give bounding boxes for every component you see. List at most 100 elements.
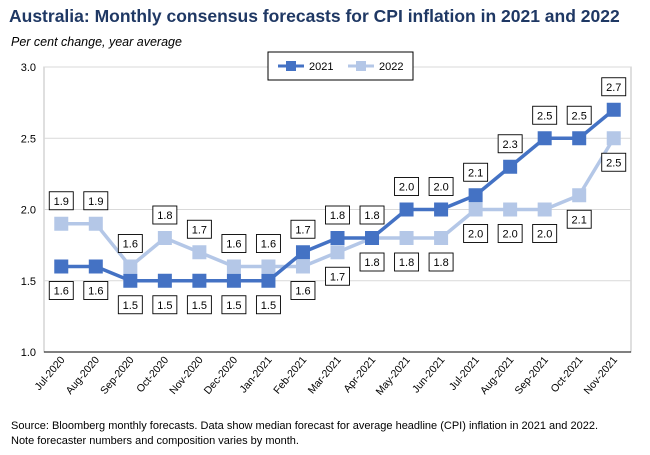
x-tick-label: Oct-2021 <box>549 354 586 395</box>
legend-label-2021: 2021 <box>309 61 333 73</box>
data-label-2022: 1.7 <box>330 271 345 283</box>
data-label-box <box>359 205 385 225</box>
data-label-2022: 2.0 <box>468 229 483 241</box>
data-label-box <box>497 134 523 154</box>
data-label-box <box>152 205 178 225</box>
point-2022 <box>399 231 414 245</box>
point-2021 <box>157 273 172 288</box>
data-label-2022: 2.5 <box>606 157 621 169</box>
data-label-box <box>83 281 109 300</box>
data-label-box <box>566 209 592 229</box>
series <box>54 102 621 288</box>
data-label-2021: 1.7 <box>295 224 310 236</box>
data-label-2022: 2.0 <box>502 229 517 241</box>
data-label-box <box>255 234 281 253</box>
point-2022 <box>54 216 69 231</box>
data-label-2022: 1.8 <box>157 210 172 222</box>
point-2021 <box>261 273 276 288</box>
point-2021 <box>88 259 103 274</box>
y-tick-label: 1.0 <box>21 347 36 359</box>
data-label-2021: 1.5 <box>226 300 241 312</box>
data-label-box <box>566 105 592 125</box>
data-label-box <box>394 252 420 272</box>
data-label-2021: 1.6 <box>54 286 69 298</box>
data-label-2022: 1.7 <box>192 224 207 236</box>
y-tick-label: 2.0 <box>21 205 36 217</box>
data-label-box <box>497 224 523 243</box>
data-label-box <box>255 295 281 315</box>
data-label-box <box>48 191 74 211</box>
y-axis: 1.0 1.5 2.0 2.5 3.0 <box>21 62 36 359</box>
data-label-2022: 2.1 <box>572 214 587 226</box>
point-2021 <box>192 273 207 288</box>
data-label-box <box>152 295 178 315</box>
data-label-box <box>221 295 247 315</box>
data-label-box <box>359 252 385 272</box>
data-label-box <box>601 152 627 172</box>
x-tick-label: Dec-2020 <box>202 354 241 397</box>
data-label-2022: 1.8 <box>433 257 448 269</box>
point-2021 <box>123 273 138 288</box>
point-2022 <box>503 202 518 217</box>
point-2022 <box>226 259 241 274</box>
data-label-2021: 2.1 <box>468 167 483 179</box>
data-label-box <box>428 252 454 272</box>
data-label-2021: 2.0 <box>399 182 414 194</box>
data-label-2022: 1.6 <box>295 286 310 298</box>
data-label-2022: 1.8 <box>364 257 379 269</box>
data-label-2021: 1.6 <box>88 286 103 298</box>
legend-marker-2021 <box>286 61 296 71</box>
data-label-2021: 1.8 <box>364 210 379 222</box>
data-label-box <box>83 191 109 211</box>
x-tick-label: Nov-2021 <box>582 354 621 397</box>
point-2021 <box>295 245 310 260</box>
data-label-2022: 1.6 <box>261 239 276 251</box>
data-label-box <box>428 177 454 196</box>
point-2021 <box>365 231 380 245</box>
data-label-box <box>290 219 316 239</box>
data-label-2021: 2.5 <box>537 110 552 122</box>
data-label-box <box>186 295 212 315</box>
data-label-2021: 1.5 <box>192 300 207 312</box>
data-label-box <box>117 234 143 253</box>
x-tick-label: Sep-2021 <box>513 354 552 397</box>
y-tick-label: 2.5 <box>21 133 36 145</box>
point-2021 <box>54 259 69 274</box>
x-tick-label: Jun-2021 <box>410 354 447 395</box>
x-tick-label: Mar-2021 <box>306 354 344 396</box>
data-label-2022: 1.6 <box>123 239 138 251</box>
chart-title: Australia: Monthly consensus forecasts f… <box>9 6 620 26</box>
point-2021 <box>330 231 345 245</box>
x-tick-label: Sep-2020 <box>98 354 137 397</box>
point-2021 <box>606 102 621 117</box>
x-tick-label: Aug-2021 <box>478 354 517 397</box>
legend-label-2022: 2022 <box>379 61 403 73</box>
data-label-box <box>463 162 489 182</box>
data-label-2021: 1.5 <box>123 300 138 312</box>
point-2022 <box>295 259 310 274</box>
data-label-2021: 2.3 <box>502 139 517 151</box>
data-label-box <box>532 224 558 243</box>
data-label-box <box>394 177 420 196</box>
point-2022 <box>434 231 449 245</box>
point-2021 <box>399 202 414 217</box>
data-label-box <box>221 234 247 253</box>
x-tick-label: Nov-2020 <box>167 354 206 397</box>
data-label-2021: 1.5 <box>261 300 276 312</box>
data-label-box <box>186 219 212 239</box>
point-2021 <box>503 159 518 174</box>
point-2022 <box>606 131 621 146</box>
point-2022 <box>157 231 172 245</box>
data-label-box <box>463 224 489 243</box>
x-tick-label: Jul-2020 <box>32 354 67 393</box>
x-tick-label: Feb-2021 <box>271 354 309 396</box>
legend: 2021 2022 <box>267 51 414 81</box>
data-label-2022: 1.9 <box>88 196 103 208</box>
data-label-2021: 2.0 <box>433 182 448 194</box>
data-label-box <box>601 77 627 97</box>
data-label-2022: 1.6 <box>226 239 241 251</box>
point-2022 <box>468 202 483 217</box>
source-note: Source: Bloomberg monthly forecasts. Dat… <box>11 419 641 449</box>
data-label-box <box>325 266 350 286</box>
point-2022 <box>330 245 345 260</box>
